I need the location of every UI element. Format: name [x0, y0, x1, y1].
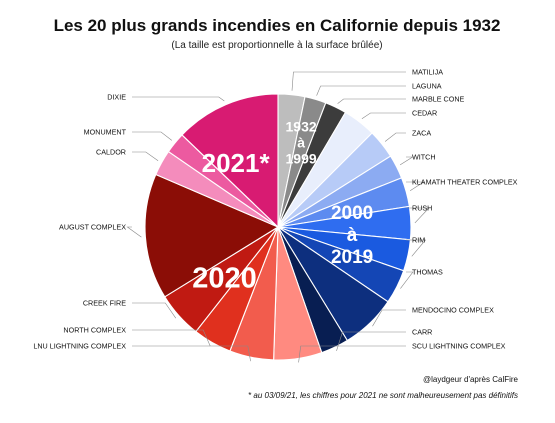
slice-label-cedar: CEDAR [412, 109, 437, 118]
leader-line-rush [406, 207, 430, 224]
slice-label-witch: WITCH [412, 153, 436, 162]
leader-line-witch [399, 156, 414, 166]
slice-label-lnu-lightning-complex: LNU LIGHTNING COMPLEX [33, 342, 126, 351]
group-label-g2-line-0: 2000 [331, 203, 373, 224]
slice-label-dixie: DIXIE [107, 93, 126, 102]
group-label-g1-line-2: 1999 [286, 150, 317, 166]
slice-label-north-complex: NORTH COMPLEX [63, 326, 126, 335]
slice-label-monument: MONUMENT [84, 128, 127, 137]
slice-label-creek-fire: CREEK FIRE [83, 299, 126, 308]
leader-line-thomas [400, 271, 414, 289]
leader-lines [126, 71, 430, 363]
pie-slices [144, 93, 412, 361]
chart-subtitle: (La taille est proportionnelle à la surf… [171, 40, 382, 51]
leader-line-scu-lightning-complex [298, 345, 406, 363]
leader-line-lnu-lightning-complex [132, 345, 251, 362]
group-label-g2-line-2: 2019 [331, 247, 373, 268]
slice-label-rim: RIM [412, 236, 425, 245]
slice-label-mendocino-complex: MENDOCINO COMPLEX [412, 306, 494, 315]
leader-line-rim [406, 239, 427, 257]
leader-line-carr [336, 331, 406, 351]
leader-line-august-complex [126, 226, 142, 238]
slice-label-rush: RUSH [412, 204, 432, 213]
chart-title: Les 20 plus grands incendies en Californ… [54, 16, 501, 35]
leader-line-monument [132, 131, 172, 141]
slice-dixie [181, 93, 279, 229]
leader-line-zaca [384, 132, 406, 142]
slice-august-complex [144, 173, 280, 298]
group-label-g3-line-0: 2020 [192, 262, 257, 294]
slice-label-klamath-theater-complex: KLAMATH THEATER COMPLEX [412, 178, 518, 187]
slice-label-scu-lightning-complex: SCU LIGHTNING COMPLEX [412, 342, 506, 351]
slice-label-matilija: MATILIJA [412, 68, 443, 77]
leader-line-mendocino-complex [372, 309, 406, 327]
slice-labels: MATILIJA LAGUNA MARBLE CONE CEDAR ZACA WITCH K… [33, 68, 517, 351]
slice-label-laguna: LAGUNA [412, 82, 442, 91]
group-label-g1-line-0: 1932 [286, 118, 317, 134]
slice-label-thomas: THOMAS [412, 268, 443, 277]
leader-line-north-complex [132, 329, 211, 347]
leader-line-caldor [132, 151, 159, 162]
leader-line-dixie [132, 96, 225, 102]
leader-line-creek-fire [132, 302, 177, 319]
group-label-g4-line-0: 2021* [202, 148, 271, 178]
group-label-g1-line-1: à [297, 134, 305, 150]
slice-label-marble-cone: MARBLE CONE [412, 95, 465, 104]
leader-line-laguna [316, 85, 406, 96]
slice-label-zaca: ZACA [412, 129, 431, 138]
slice-label-caldor: CALDOR [96, 148, 126, 157]
slice-label-carr: CARR [412, 328, 432, 337]
leader-line-klamath-theater-complex [406, 181, 425, 192]
slice-label-august-complex: AUGUST COMPLEX [59, 223, 126, 232]
leader-line-matilija [291, 71, 406, 91]
footnote-text: * au 03/09/21, les chiffres pour 2021 ne… [248, 391, 518, 400]
group-label-g2-line-1: à [347, 225, 358, 246]
leader-line-cedar [361, 112, 406, 119]
credit-text: @laydgeur d'après CalFire [423, 375, 519, 384]
leader-line-marble-cone [337, 98, 406, 104]
